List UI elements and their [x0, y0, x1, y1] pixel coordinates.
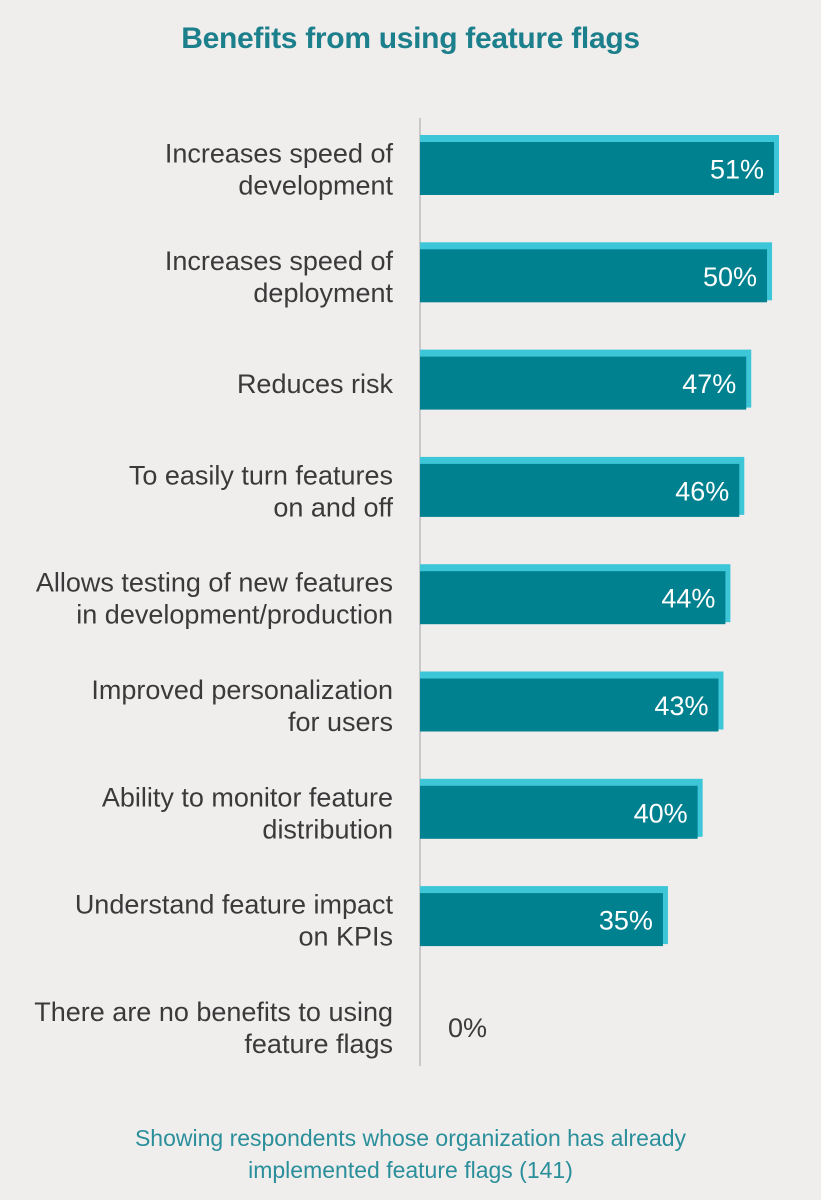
value-label: 47% — [682, 369, 736, 399]
category-label: Ability to monitor feature — [102, 782, 393, 812]
category-label: Increases speed of — [165, 139, 394, 169]
category-label: on KPIs — [298, 922, 393, 952]
category-label: Understand feature impact — [75, 890, 394, 920]
bar — [420, 571, 726, 625]
value-label: 44% — [661, 584, 715, 614]
footnote-line-2: implemented feature flags (141) — [248, 1157, 573, 1183]
category-label: deployment — [253, 278, 393, 308]
category-label: development — [238, 171, 393, 201]
value-label: 0% — [448, 1013, 487, 1043]
bar — [420, 678, 719, 732]
bar-chart: 51%Increases speed ofdevelopment50%Incre… — [34, 118, 779, 1066]
category-label: To easily turn features — [129, 460, 393, 490]
chart-title: Benefits from using feature flags — [181, 22, 640, 55]
category-label: Allows testing of new features — [36, 568, 393, 598]
value-label: 51% — [710, 155, 764, 185]
bar — [420, 785, 698, 839]
category-label: There are no benefits to using — [34, 997, 393, 1027]
category-label: on and off — [273, 492, 393, 522]
value-label: 46% — [675, 476, 729, 506]
category-label: distribution — [262, 814, 393, 844]
value-label: 40% — [634, 798, 688, 828]
footnote-line-1: Showing respondents whose organization h… — [134, 1125, 687, 1151]
category-label: feature flags — [244, 1029, 393, 1059]
bar — [420, 249, 768, 303]
value-label: 43% — [654, 691, 708, 721]
value-label: 35% — [599, 906, 653, 936]
category-label: Increases speed of — [165, 246, 394, 276]
category-label: in development/production — [76, 600, 393, 630]
category-label: Reduces risk — [237, 369, 394, 399]
bar — [420, 142, 774, 195]
bar — [420, 356, 747, 410]
category-label: Improved personalization — [91, 675, 393, 705]
category-label: for users — [288, 707, 393, 737]
value-label: 50% — [703, 262, 757, 292]
bar — [420, 893, 663, 947]
bar — [420, 463, 740, 517]
footnote: Showing respondents whose organization h… — [0, 1122, 821, 1186]
